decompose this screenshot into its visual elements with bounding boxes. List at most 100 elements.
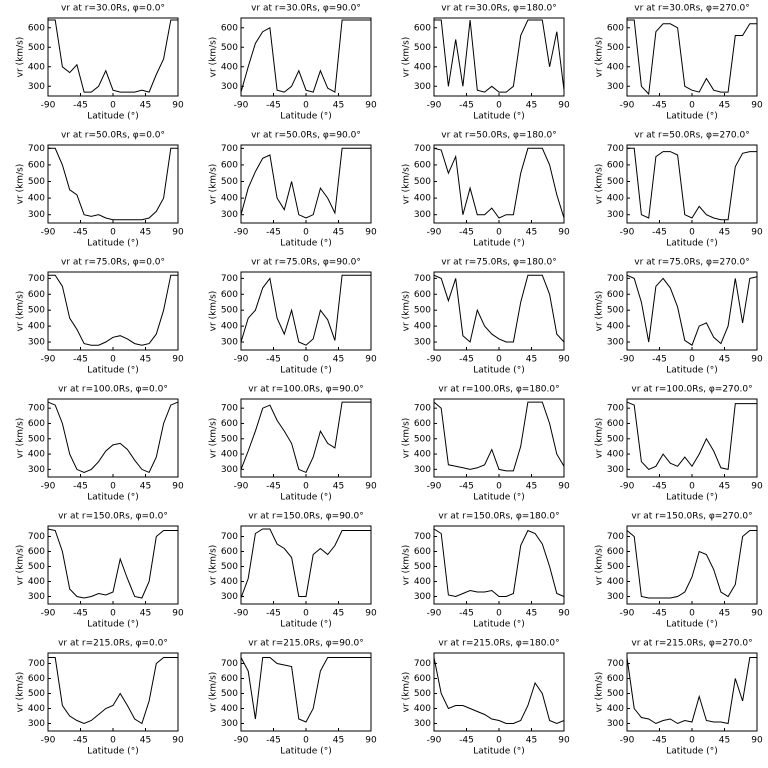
y-axis-label: vr (km/s)	[402, 37, 412, 78]
x-tick-label: -45	[459, 482, 474, 492]
y-tick-label: 400	[28, 450, 45, 460]
y-tick-label: 300	[607, 82, 624, 92]
y-tick-label: 600	[414, 290, 431, 300]
y-tick-label: 500	[221, 306, 238, 316]
x-axis-label: Latitude (°)	[666, 747, 717, 757]
y-tick-label: 300	[414, 210, 431, 220]
data-line	[433, 274, 565, 343]
y-tick-label: 300	[221, 465, 238, 475]
y-tick-label: 700	[221, 532, 238, 542]
y-tick-label: 300	[28, 210, 45, 220]
y-axis-label: vr (km/s)	[209, 418, 219, 459]
x-tick-label: -90	[620, 482, 635, 492]
x-tick-label: 90	[558, 736, 570, 746]
x-tick-label: 0	[303, 609, 309, 619]
x-tick-label: -90	[234, 482, 249, 492]
y-tick-label: 600	[28, 419, 45, 429]
panel: vr at r=215.0Rs, φ=180.0° -90 -45 0 45 90 300 4…	[402, 639, 570, 757]
x-tick-label: -45	[266, 609, 281, 619]
x-tick-label: 90	[365, 736, 377, 746]
data-line	[240, 528, 371, 599]
y-axis-label: vr (km/s)	[16, 291, 26, 332]
y-tick-label: 600	[607, 547, 624, 557]
y-tick-label: 400	[607, 577, 624, 587]
y-tick-label: 300	[414, 338, 431, 348]
x-tick-label: 90	[558, 355, 570, 365]
y-tick-label: 500	[221, 177, 238, 187]
data-line	[433, 401, 565, 472]
x-tick-label: -45	[266, 355, 281, 365]
y-axis-label: vr (km/s)	[209, 164, 219, 205]
x-tick-label: -90	[620, 228, 635, 238]
x-tick-label: 45	[719, 609, 730, 619]
plot-frame	[47, 652, 179, 732]
x-tick-label: 45	[140, 355, 151, 365]
panel: vr at r=100.0Rs, φ=180.0° -90 -45 0 45 90 300 4…	[402, 385, 570, 503]
panel-title: vr at r=75.0Rs, φ=180.0°	[441, 258, 556, 268]
x-tick-label: 90	[751, 736, 763, 746]
x-tick-label: 90	[365, 609, 377, 619]
x-tick-label: 90	[751, 101, 763, 111]
y-axis-label: vr (km/s)	[209, 672, 219, 713]
x-axis-label: Latitude (°)	[87, 239, 138, 249]
panel-title: vr at r=30.0Rs, φ=0.0°	[61, 4, 165, 14]
x-tick-label: -45	[266, 101, 281, 111]
panel-title: vr at r=75.0Rs, φ=90.0°	[251, 258, 361, 268]
plot-frame	[626, 271, 758, 351]
x-tick-label: -90	[234, 355, 249, 365]
y-tick-label: 400	[607, 194, 624, 204]
data-line	[48, 147, 178, 221]
x-tick-label: 90	[365, 482, 377, 492]
y-axis-label: vr (km/s)	[402, 291, 412, 332]
x-tick-label: -90	[234, 609, 249, 619]
y-tick-label: 600	[221, 160, 238, 170]
panel-title: vr at r=150.0Rs, φ=180.0°	[438, 512, 559, 522]
y-tick-label: 400	[414, 322, 431, 332]
x-tick-label: 45	[719, 736, 730, 746]
x-tick-label: 45	[140, 736, 151, 746]
y-tick-label: 600	[28, 547, 45, 557]
x-tick-label: 0	[496, 101, 502, 111]
plot-frame	[626, 17, 758, 97]
x-tick-label: 45	[526, 482, 537, 492]
panel-title: vr at r=215.0Rs, φ=270.0°	[631, 639, 752, 649]
x-tick-label: -90	[427, 228, 442, 238]
panel-title: vr at r=50.0Rs, φ=0.0°	[61, 131, 165, 141]
y-axis-label: vr (km/s)	[16, 164, 26, 205]
y-tick-label: 400	[607, 322, 624, 332]
x-tick-label: 0	[689, 355, 695, 365]
plot-frame	[240, 144, 372, 224]
x-tick-label: 0	[303, 736, 309, 746]
x-axis-label: Latitude (°)	[666, 112, 717, 122]
y-tick-label: 500	[414, 306, 431, 316]
y-tick-label: 300	[414, 592, 431, 602]
data-line	[626, 401, 757, 471]
y-tick-label: 500	[414, 43, 431, 53]
y-tick-label: 500	[221, 43, 238, 53]
x-tick-label: -45	[652, 228, 667, 238]
y-tick-label: 400	[607, 450, 624, 460]
x-tick-label: 45	[526, 228, 537, 238]
x-tick-label: 0	[110, 355, 116, 365]
panel: vr at r=50.0Rs, φ=180.0° -90 -45 0 45 90 300 40…	[402, 131, 570, 249]
y-tick-label: 300	[414, 82, 431, 92]
x-tick-label: -90	[41, 609, 56, 619]
y-tick-label: 700	[607, 274, 624, 284]
y-axis-label: vr (km/s)	[595, 418, 605, 459]
x-tick-label: 90	[172, 736, 184, 746]
panel-title: vr at r=30.0Rs, φ=270.0°	[634, 4, 749, 14]
x-tick-label: 0	[689, 736, 695, 746]
y-tick-label: 500	[607, 562, 624, 572]
panel-title: vr at r=150.0Rs, φ=270.0°	[631, 512, 752, 522]
x-axis-label: Latitude (°)	[666, 366, 717, 376]
y-axis-label: vr (km/s)	[16, 418, 26, 459]
y-axis-label: vr (km/s)	[595, 545, 605, 586]
y-axis-label: vr (km/s)	[16, 672, 26, 713]
x-tick-label: 90	[558, 482, 570, 492]
x-axis-label: Latitude (°)	[666, 239, 717, 249]
data-line	[48, 657, 178, 725]
x-tick-label: 45	[140, 228, 151, 238]
x-tick-label: 45	[333, 228, 344, 238]
x-tick-label: 0	[496, 609, 502, 619]
